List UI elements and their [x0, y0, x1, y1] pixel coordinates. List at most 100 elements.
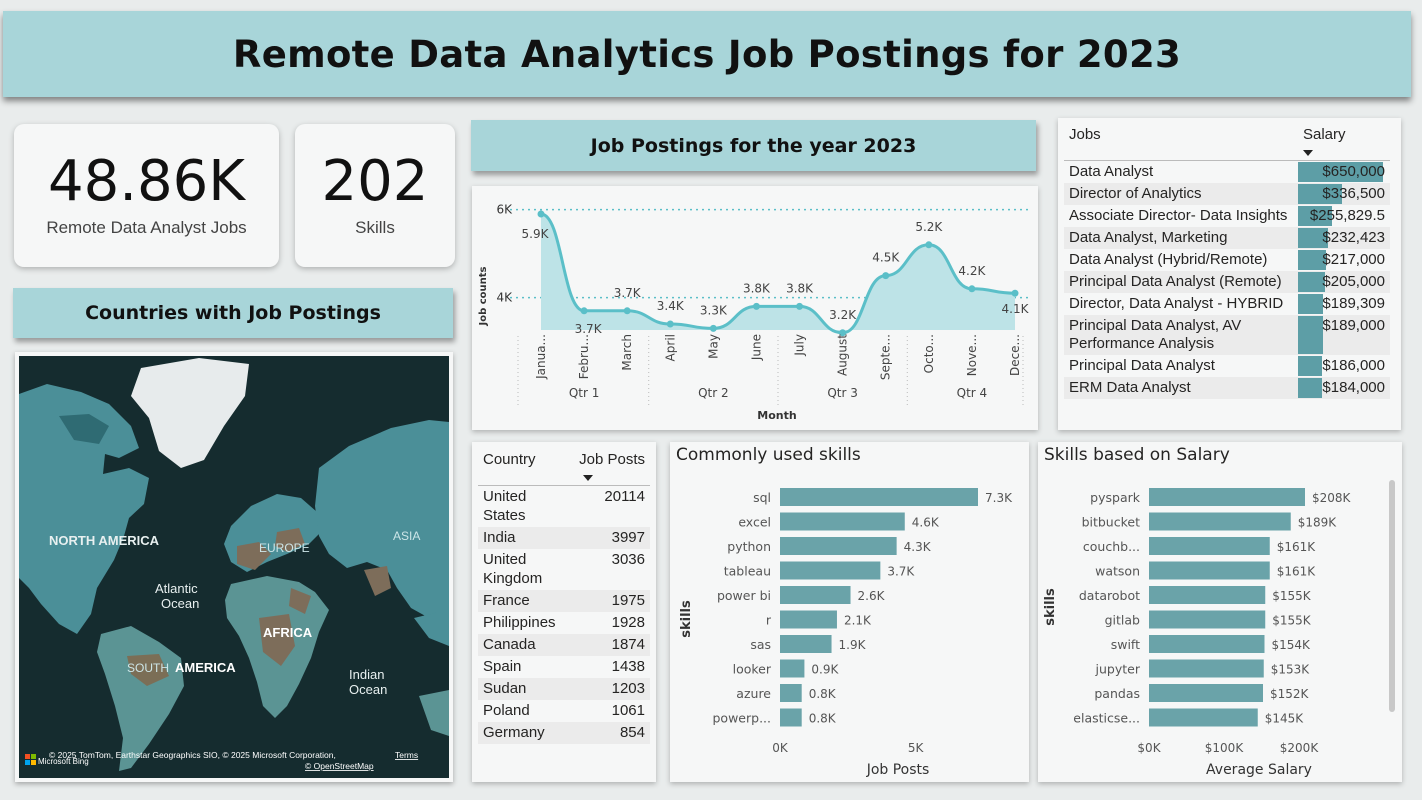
job-posts-cell: 1203: [570, 678, 650, 700]
sort-descending-icon[interactable]: [1303, 150, 1313, 156]
country-column-header[interactable]: Country: [478, 447, 570, 486]
salary-value: $189,309: [1322, 295, 1385, 312]
salary-column-header[interactable]: Salary: [1298, 122, 1390, 161]
line-chart-x-tick: June: [749, 334, 763, 361]
jobs-table-row[interactable]: Principal Data Analyst (Remote) $205,000: [1064, 271, 1390, 293]
bar[interactable]: [780, 488, 978, 506]
line-chart-data-label: 5.2K: [915, 220, 943, 234]
line-chart-x-tick: August: [836, 334, 850, 376]
country-table-row[interactable]: Canada 1874: [478, 634, 650, 656]
salary-value: $650,000: [1322, 163, 1385, 180]
line-chart-x-tick: Janua...: [534, 334, 548, 380]
jobs-table-row[interactable]: Principal Data Analyst $186,000: [1064, 355, 1390, 377]
kpi-card-jobs[interactable]: 48.86K Remote Data Analyst Jobs: [14, 124, 279, 267]
country-table[interactable]: Country Job Posts United States 20114 Indi…: [478, 447, 650, 744]
bar[interactable]: [1149, 610, 1266, 629]
bar-data-label: $154K: [1272, 638, 1312, 652]
map-canvas[interactable]: NORTH AMERICA EUROPE ASIA Atlantic Ocean…: [19, 356, 449, 778]
jobs-header-label: Jobs: [1069, 126, 1101, 143]
line-chart-point[interactable]: [839, 329, 847, 337]
bar-category-label: r: [766, 613, 772, 628]
bing-logo-yellow: [31, 760, 36, 765]
country-table-row[interactable]: United States 20114: [478, 486, 650, 528]
bar[interactable]: [1149, 708, 1258, 727]
country-table-row[interactable]: Poland 1061: [478, 700, 650, 722]
line-chart-point[interactable]: [796, 302, 804, 310]
skills-bar-chart[interactable]: Commonly used skills skills Job Posts sq…: [670, 442, 1029, 782]
salary-cell: $184,000: [1298, 377, 1390, 399]
bar[interactable]: [1149, 659, 1264, 678]
country-table-row[interactable]: United Kingdom 3036: [478, 549, 650, 590]
bar[interactable]: [780, 561, 881, 580]
bar[interactable]: [1149, 561, 1270, 580]
country-table-row[interactable]: Philippines 1928: [478, 612, 650, 634]
bar[interactable]: [1149, 684, 1263, 702]
bar[interactable]: [780, 586, 851, 604]
salary-chart-scrollbar[interactable]: [1389, 480, 1395, 712]
bar[interactable]: [1149, 512, 1291, 531]
country-table-row[interactable]: India 3997: [478, 527, 650, 549]
job-posts-cell: 20114: [604, 488, 645, 505]
line-chart-x-tick: Octo...: [922, 334, 936, 373]
bar[interactable]: [1149, 488, 1305, 506]
bar[interactable]: [1149, 635, 1265, 653]
salary-chart-y-title: skills: [1043, 588, 1058, 626]
bar[interactable]: [780, 610, 837, 629]
line-chart-point[interactable]: [666, 320, 674, 328]
line-chart-point[interactable]: [1011, 289, 1019, 297]
skills-chart-title: Commonly used skills: [676, 445, 861, 465]
jobs-table-row[interactable]: Data Analyst, Marketing $232,423: [1064, 227, 1390, 249]
salary-data-bar: [1298, 272, 1325, 292]
salary-value: $336,500: [1322, 185, 1385, 202]
jobs-table-row[interactable]: Associate Director- Data Insights $255,82…: [1064, 205, 1390, 227]
jobs-table-row[interactable]: ERM Data Analyst $184,000: [1064, 377, 1390, 399]
bar[interactable]: [1149, 537, 1270, 555]
bar[interactable]: [1149, 586, 1266, 604]
skills-chart-card[interactable]: Commonly used skills skills Job Posts sq…: [670, 442, 1029, 782]
salary-skills-chart-card[interactable]: Skills based on Salary skills Average Sa…: [1038, 442, 1402, 782]
line-chart-quarter-label: Qtr 4: [957, 386, 988, 400]
jobs-table-row[interactable]: Data Analyst $650,000: [1064, 161, 1390, 184]
kpi-card-skills[interactable]: 202 Skills: [295, 124, 455, 267]
bar[interactable]: [780, 635, 832, 653]
jobs-table-row[interactable]: Principal Data Analyst, AV Performance A…: [1064, 315, 1390, 355]
skills-chart-y-title: skills: [679, 600, 694, 638]
map-osm-link[interactable]: © OpenStreetMap: [305, 761, 374, 771]
jobs-table-row[interactable]: Director of Analytics $336,500: [1064, 183, 1390, 205]
bar[interactable]: [780, 708, 802, 727]
salary-cell: $217,000: [1298, 249, 1390, 271]
bar[interactable]: [780, 659, 805, 678]
jobs-salary-table[interactable]: Jobs Salary Data Analyst $650,000 Director…: [1064, 122, 1390, 399]
line-chart-point[interactable]: [709, 324, 717, 332]
job-posts-cell: 854: [570, 722, 650, 744]
line-chart-point[interactable]: [623, 307, 631, 315]
bar-category-label: tableau: [724, 564, 771, 579]
job-posts-column-header[interactable]: Job Posts: [570, 447, 650, 486]
jobs-column-header[interactable]: Jobs: [1064, 122, 1298, 161]
line-chart-card[interactable]: 6K 4K 5.9K 3.7K 3.7K 3.4K 3.3K 3.8K 3.8K 3.2K 4.5…: [472, 186, 1038, 430]
world-map[interactable]: NORTH AMERICA EUROPE ASIA Atlantic Ocean…: [15, 352, 453, 782]
country-table-row[interactable]: France 1975: [478, 590, 650, 612]
line-chart-point[interactable]: [925, 241, 933, 249]
line-chart-point[interactable]: [537, 210, 545, 218]
country-table-row[interactable]: Sudan 1203: [478, 678, 650, 700]
bar[interactable]: [780, 684, 802, 702]
salary-cell: $189,000: [1298, 315, 1390, 355]
salary-cell: $189,309: [1298, 293, 1390, 315]
bar[interactable]: [780, 537, 897, 555]
sort-descending-icon[interactable]: [583, 475, 593, 481]
line-chart-point[interactable]: [968, 285, 976, 293]
line-chart-data-label: 4.1K: [1002, 302, 1030, 316]
line-chart-point[interactable]: [752, 302, 760, 310]
jobs-table-row[interactable]: Data Analyst (Hybrid/Remote) $217,000: [1064, 249, 1390, 271]
line-chart-point[interactable]: [882, 272, 890, 280]
map-terms-link[interactable]: Terms: [395, 750, 418, 760]
salary-skills-bar-chart[interactable]: Skills based on Salary skills Average Sa…: [1038, 442, 1402, 782]
jobs-table-row[interactable]: Director, Data Analyst - HYBRID $189,309: [1064, 293, 1390, 315]
country-table-row[interactable]: Germany 854: [478, 722, 650, 744]
bar[interactable]: [780, 512, 905, 531]
country-table-row[interactable]: Spain 1438: [478, 656, 650, 678]
job-posts-cell: 3997: [570, 527, 650, 549]
line-chart[interactable]: 6K 4K 5.9K 3.7K 3.7K 3.4K 3.3K 3.8K 3.8K 3.2K 4.5…: [472, 186, 1038, 430]
line-chart-point[interactable]: [580, 307, 588, 315]
